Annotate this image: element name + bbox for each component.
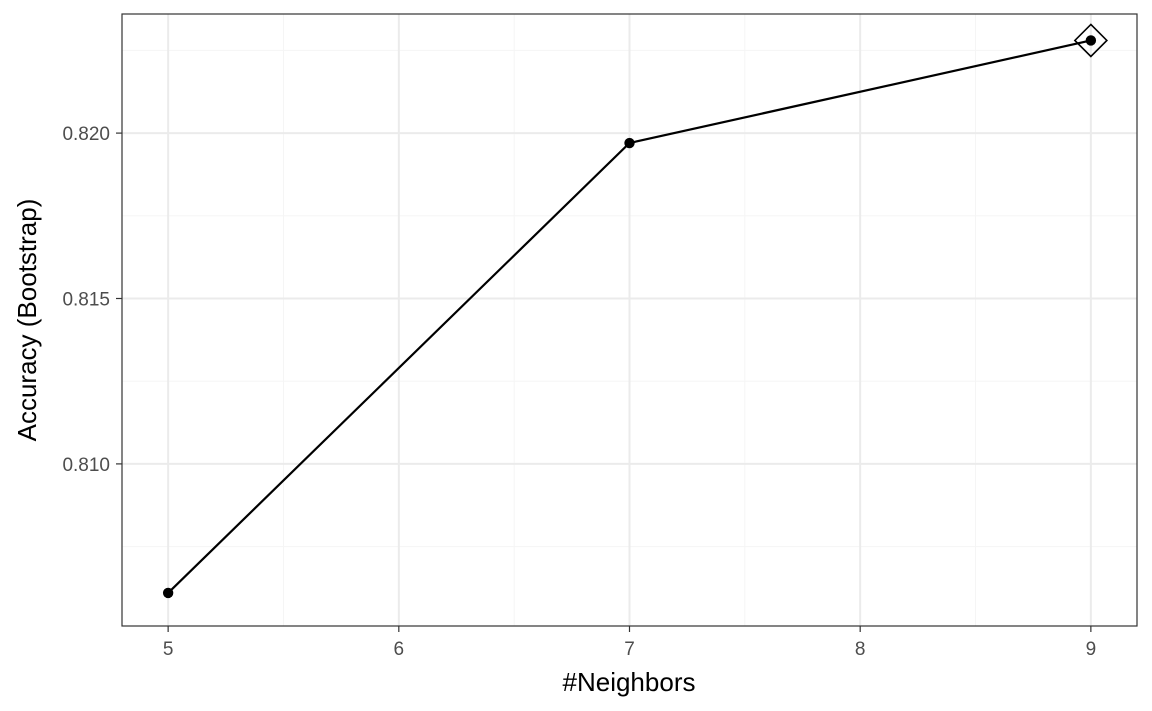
- x-tick-label: 9: [1086, 639, 1097, 660]
- best-point-diamond-marker: [1073, 23, 1108, 58]
- data-point: [624, 137, 635, 149]
- y-tick-label: 0.820: [62, 124, 110, 145]
- data-point: [1085, 35, 1097, 46]
- y-tick-label: 0.815: [62, 289, 110, 310]
- x-tick-label: 7: [624, 639, 635, 660]
- x-axis: 5 6 7 8 9: [163, 626, 1096, 660]
- y-axis-title: Accuracy (Bootstrap): [12, 199, 42, 442]
- accuracy-series: [162, 23, 1108, 599]
- x-tick-label: 5: [163, 639, 174, 660]
- y-tick-label: 0.810: [62, 455, 110, 476]
- y-axis: 0.810 0.815 0.820: [62, 124, 122, 476]
- x-tick-label: 6: [394, 639, 405, 660]
- major-gridlines: [122, 14, 1137, 626]
- x-axis-title: #Neighbors: [563, 667, 696, 697]
- data-point: [162, 587, 174, 599]
- x-tick-label: 8: [855, 639, 866, 660]
